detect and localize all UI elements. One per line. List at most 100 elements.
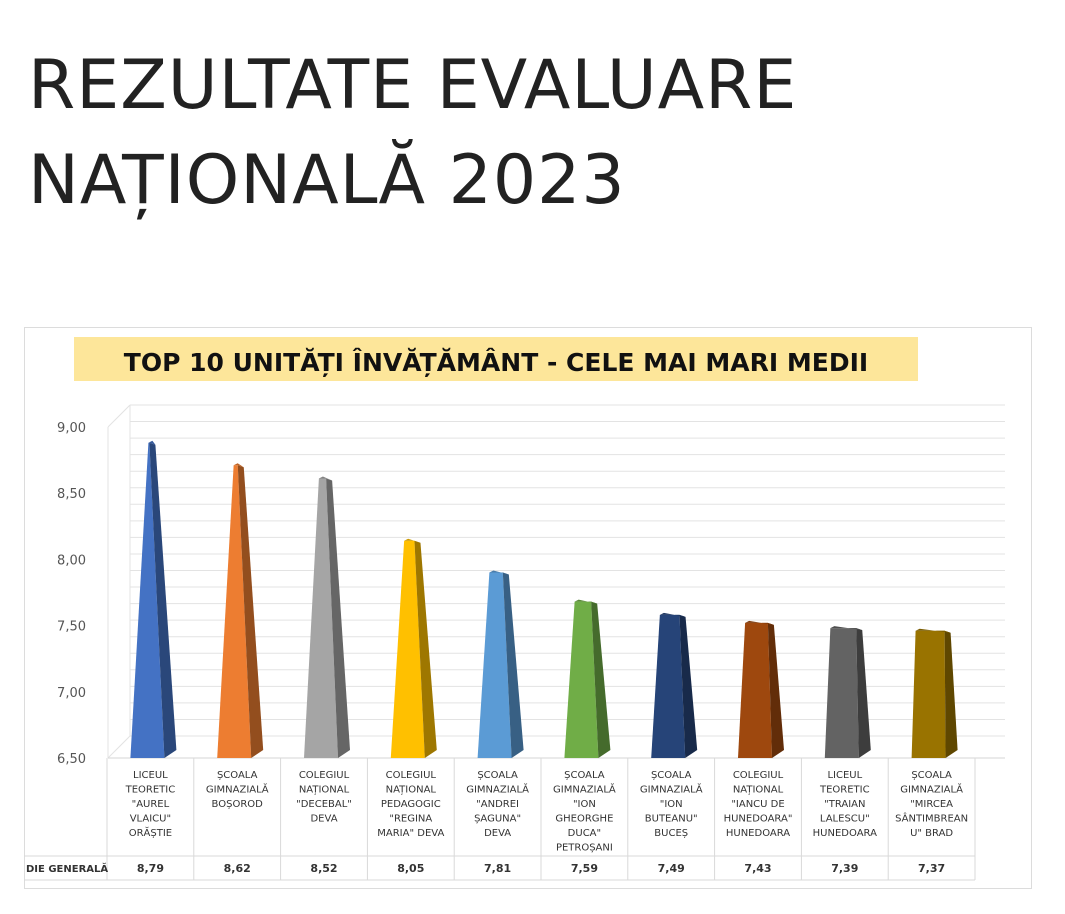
bar-front-face — [390, 540, 425, 758]
table-row-label: DIE GENERALĂ — [26, 862, 108, 875]
category-label-line: TEORETIC — [819, 785, 870, 796]
category-label: COLEGIUL NAȚIONAL PEDAGOGIC "REGINA MARIA" D… — [377, 770, 444, 839]
floor-edge — [107, 735, 131, 759]
bar-top-face — [318, 476, 333, 481]
bar-front-face — [564, 601, 599, 758]
category-label: ȘCOALA GIMNAZIALĂ BOȘOROD — [206, 770, 269, 810]
bar-top-face — [830, 626, 863, 631]
category-label-line: ORĂȘTIE — [129, 826, 172, 839]
category-label-line: GIMNAZIALĂ — [466, 783, 529, 796]
value-label: 7,43 — [744, 862, 771, 875]
category-label: ȘCOALA GIMNAZIALĂ "ION GHEORGHE DUCA" PETROȘA… — [553, 770, 616, 854]
bar-side-face — [414, 540, 437, 758]
category-label-line: GIMNAZIALĂ — [640, 783, 703, 796]
bar-side-face — [237, 465, 264, 758]
category-label-line: VLAICU" — [130, 814, 171, 825]
category-label: LICEUL TEORETIC "TRAIAN LALESCU" HUNEDOARA — [813, 770, 877, 839]
bar-side-face — [679, 614, 698, 758]
category-label-line: PETROȘANI — [556, 843, 613, 854]
bar-front-face — [824, 628, 859, 758]
category-label-line: COLEGIUL — [299, 770, 350, 781]
chart-frame — [24, 327, 1032, 889]
value-label: 7,39 — [831, 862, 858, 875]
y-tick-label: 8,50 — [57, 487, 86, 502]
page-title-line-2: NAȚIONALĂ 2023 — [28, 141, 626, 220]
category-label-line: GIMNAZIALĂ — [900, 783, 963, 796]
category-label-line: NAȚIONAL — [386, 785, 437, 796]
bar-front-face — [738, 622, 772, 758]
category-label-line: "MIRCEA — [910, 799, 953, 810]
category-label: ȘCOALA GIMNAZIALĂ "ANDREI ȘAGUNA" DEVA — [466, 770, 529, 839]
category-label-line: "REGINA — [389, 814, 432, 825]
bar-top-face — [489, 570, 509, 575]
bar-side-face — [591, 601, 611, 758]
value-label: 8,52 — [310, 862, 337, 875]
category-label-line: "ION — [660, 799, 683, 810]
category-label-line: DUCA" — [568, 828, 601, 839]
bar-front-face — [911, 630, 946, 758]
y-tick-label: 7,50 — [57, 620, 86, 635]
category-label: ȘCOALA GIMNAZIALĂ "MIRCEA SÂNTIMBREAN U" BRA… — [895, 770, 968, 839]
bar-top-face — [404, 538, 421, 543]
page-title-line-1: REZULTATE EVALUARE — [28, 46, 798, 125]
category-label: COLEGIUL NAȚIONAL "IANCU DE HUNEDOARA" HUNED… — [724, 770, 793, 839]
category-label-line: U" BRAD — [910, 828, 953, 839]
category-label-line: NAȚIONAL — [299, 785, 350, 796]
value-label: 7,81 — [484, 862, 511, 875]
value-label: 7,59 — [571, 862, 598, 875]
category-label-line: NAȚIONAL — [733, 785, 784, 796]
category-label-line: GIMNAZIALĂ — [206, 783, 269, 796]
bar-front-face — [304, 478, 338, 758]
bars — [130, 440, 958, 758]
category-label: COLEGIUL NAȚIONAL "DECEBAL" DEVA — [296, 770, 352, 825]
value-label: 7,37 — [918, 862, 945, 875]
y-tick-label: 8,00 — [57, 553, 86, 568]
bar-side-face — [767, 622, 784, 758]
category-label-line: ȘCOALA — [564, 770, 605, 781]
category-label-line: "IANCU DE — [731, 799, 784, 810]
category-label-line: "AUREL — [132, 799, 170, 810]
category-label-line: "ANDREI — [476, 799, 519, 810]
bar — [824, 626, 871, 758]
bar-side-face — [502, 572, 524, 758]
category-label: LICEUL TEORETIC "AUREL VLAICU" ORĂȘTIE — [125, 770, 176, 839]
y-tick-label: 9,00 — [57, 421, 86, 436]
category-label-line: DEVA — [310, 814, 337, 825]
bar — [911, 628, 958, 758]
bar — [564, 599, 611, 758]
category-label-line: HUNEDOARA" — [724, 814, 793, 825]
category-label-line: COLEGIUL — [386, 770, 437, 781]
value-label: 8,79 — [137, 862, 164, 875]
bar-front-face — [651, 614, 686, 758]
bar-top-face — [574, 599, 598, 604]
category-label-line: DEVA — [484, 828, 511, 839]
bar-top-face — [745, 620, 774, 625]
category-label: ȘCOALA GIMNAZIALĂ "ION BUTEANU" BUCEȘ — [640, 770, 703, 839]
data-table: DIE GENERALĂ LICEUL TEORETIC "AUREL VLAICU" O… — [24, 758, 976, 881]
bar-side-face — [944, 630, 958, 758]
category-label-line: PEDAGOGIC — [381, 799, 441, 810]
bar — [304, 476, 350, 758]
bar-top-face — [659, 612, 686, 617]
category-label-line: HUNEDOARA — [726, 828, 790, 839]
bar — [651, 612, 698, 758]
bar — [738, 620, 784, 758]
category-label-line: LICEUL — [133, 770, 168, 781]
category-label-line: ȘCOALA — [477, 770, 518, 781]
chart-title-highlight — [74, 337, 918, 381]
bar-side-face — [149, 442, 177, 758]
wall-top-edge — [107, 404, 131, 428]
y-tick-label: 6,50 — [57, 752, 86, 767]
bar-top-face — [915, 628, 951, 633]
chart-title: TOP 10 UNITĂȚI ÎNVĂȚĂMÂNT - CELE MAI MAR… — [124, 347, 868, 377]
category-label-line: HUNEDOARA — [813, 828, 877, 839]
category-label-line: LALESCU" — [820, 814, 870, 825]
bar-front-face — [130, 442, 165, 758]
category-label-line: "DECEBAL" — [296, 799, 352, 810]
category-label-line: LICEUL — [827, 770, 862, 781]
y-tick-label: 7,00 — [57, 686, 86, 701]
y-axis-ticks: 9,00 8,50 8,00 7,50 7,00 6,50 — [57, 421, 86, 767]
category-label-line: BOȘOROD — [212, 799, 264, 810]
bar — [130, 440, 177, 758]
bar — [477, 570, 524, 758]
